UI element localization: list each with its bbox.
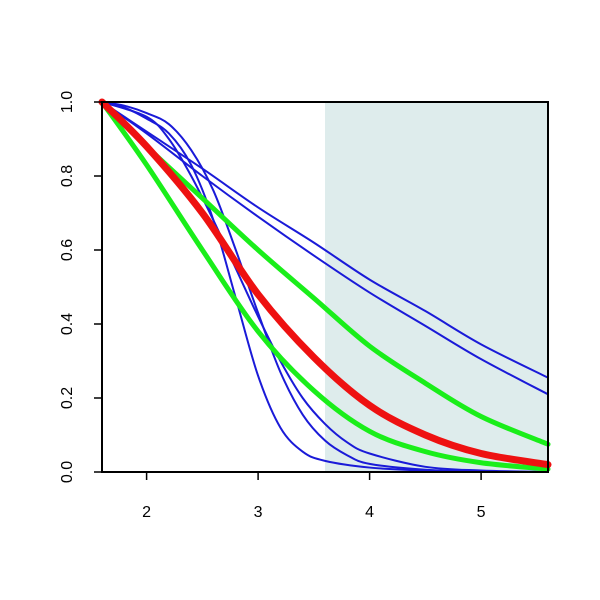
y-tick-label: 0.4	[59, 313, 76, 335]
series-line-2	[101, 101, 549, 396]
x-tick-label: 5	[477, 504, 486, 521]
series-line-7	[99, 99, 551, 472]
x-tick-label: 4	[365, 504, 374, 521]
y-tick-label: 0.0	[59, 461, 76, 483]
y-tick-label: 0.6	[59, 239, 76, 261]
x-tick-label: 3	[254, 504, 263, 521]
shaded-region-layer	[325, 102, 548, 472]
series-line-8	[98, 98, 552, 469]
y-tick-label: 0.2	[59, 387, 76, 409]
y-tick-label: 0.8	[59, 165, 76, 187]
series-line-1	[101, 101, 549, 379]
x-tick-label: 2	[142, 504, 151, 521]
series-layer	[98, 98, 552, 473]
shaded-region	[325, 102, 548, 472]
axes-layer: 2 3 4 5 0.0 0.2 0.4 0.6 0.8 1.0	[59, 91, 486, 521]
plot-frame	[101, 101, 549, 473]
plot-frame-layer	[101, 101, 549, 473]
y-tick-label: 1.0	[59, 91, 76, 113]
